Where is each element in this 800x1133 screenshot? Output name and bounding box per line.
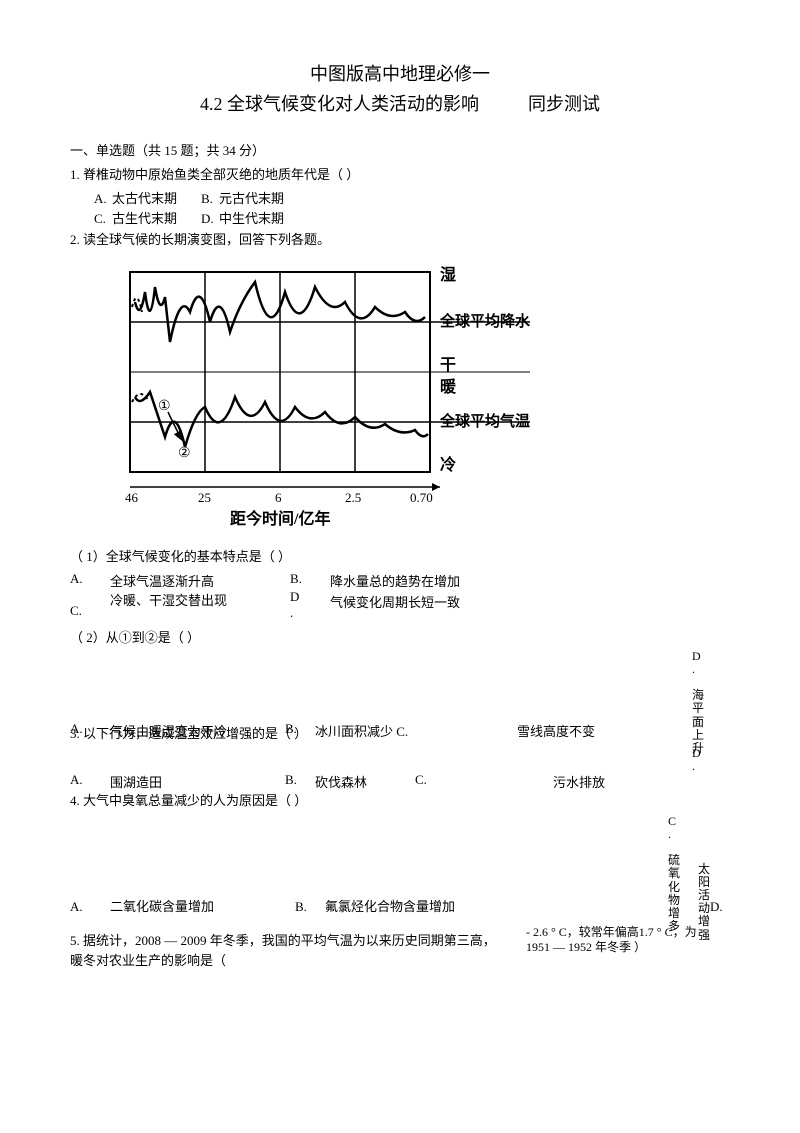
svg-text:46: 46 <box>125 490 139 505</box>
svg-text:湿: 湿 <box>439 266 456 284</box>
svg-text:25: 25 <box>198 490 211 505</box>
svg-text:距今时间/亿年: 距今时间/亿年 <box>230 509 330 528</box>
q2s1-opt-b: 降水量总的趋势在增加 <box>330 571 530 590</box>
section-heading: 一、单选题（共 15 题；共 34 分） <box>70 140 730 159</box>
question-1: 1. 脊椎动物中原始鱼类全部灭绝的地质年代是（ ） <box>70 165 730 185</box>
svg-text:干: 干 <box>440 357 456 374</box>
q3-opt-c: 污水排放 <box>445 772 605 791</box>
q5-right-text: - 2.6 ° C，较常年偏高1.7 ° C，为 1951 — 1952 年冬季… <box>526 925 706 956</box>
q1-opt-c: 古生代末期 <box>112 211 177 226</box>
question-5: 5. 据统计，2008 — 2009 年冬季，我国的平均气温为以来历史同期第三高… <box>70 931 500 973</box>
svg-text:6: 6 <box>275 490 282 505</box>
q1-opt-d: 中生代末期 <box>219 211 284 226</box>
question-2: 2. 读全球气候的长期演变图，回答下列各题。 <box>70 230 730 250</box>
question-4: 4. 大气中臭氧总量减少的人为原因是（ ） <box>70 791 730 811</box>
q3-opt-b: 砍伐森林 <box>315 772 415 791</box>
q2s2-opt-c: 雪线高度不变 <box>465 721 595 740</box>
svg-text:0.70: 0.70 <box>410 490 433 505</box>
q4-opt-a: 二氧化碳含量增加 <box>110 896 295 915</box>
q3-opt-a: 围湖造田 <box>110 772 285 791</box>
q4-opt-c: C.硫氧化物增多 <box>668 815 682 934</box>
q2s1-opt-c: 冷暖、干湿交替出现 <box>110 590 227 609</box>
q2s1-opt-d: 气候变化周期长短一致 <box>330 592 530 611</box>
q2-sub2: （ 2）从①到②是（ ） <box>70 627 730 646</box>
question-1-options: A.太古代末期 B.元古代末期 C.古生代末期 D.中生代末期 <box>94 189 730 231</box>
q2s1-label-a: A. <box>70 571 83 586</box>
q2-sub1: （ 1）全球气候变化的基本特点是（ ） <box>70 546 730 565</box>
svg-text:暖: 暖 <box>440 377 457 396</box>
svg-text:全球平均气温: 全球平均气温 <box>439 412 530 430</box>
title-chapter: 4.2 全球气候变化对人类活动的影响 同步测试 <box>70 90 730 116</box>
q2s2-opt-b: 冰川面积减少 <box>315 724 393 739</box>
title-chapter-left: 4.2 全球气候变化对人类活动的影响 <box>200 94 479 114</box>
climate-chart: ① ② 湿 全球平均降水 干 暖 全球平均气温 冷 46 25 6 2.5 0.… <box>110 262 730 536</box>
svg-text:全球平均降水: 全球平均降水 <box>439 312 530 330</box>
q3-opt-d: D. <box>692 747 706 773</box>
title-chapter-right: 同步测试 <box>528 94 600 114</box>
title-textbook: 中图版高中地理必修一 <box>70 60 730 86</box>
q1-opt-b: 元古代末期 <box>219 191 284 206</box>
svg-text:2.5: 2.5 <box>345 490 361 505</box>
q2s2-opt-a: 气候由暖湿变为干冷 <box>110 721 285 740</box>
svg-text:冷: 冷 <box>440 455 456 474</box>
q4-opt-b: 氟氯烃化合物含量增加 <box>325 896 535 915</box>
marker-2: ② <box>178 446 191 461</box>
q1-opt-a: 太古代末期 <box>112 191 177 206</box>
q2s1-opt-a: 全球气温逐渐升高 <box>110 571 214 590</box>
